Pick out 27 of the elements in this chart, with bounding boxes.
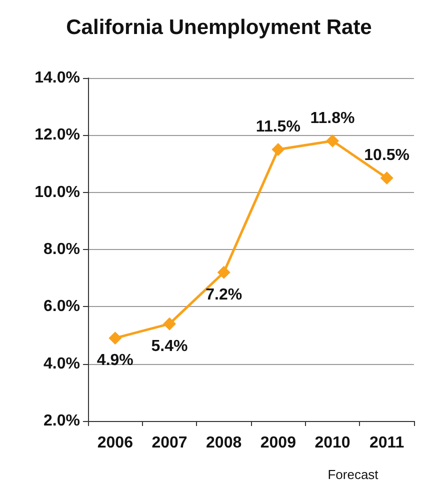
point <box>108 332 122 345</box>
y-tick-label: 2.0% <box>44 412 80 430</box>
data-label: 5.4% <box>151 338 188 355</box>
data-label: 10.5% <box>364 147 410 164</box>
x-tick-label: 2010 <box>314 434 350 452</box>
x-tick-label: 2006 <box>97 434 134 452</box>
data-label: 7.2% <box>206 286 242 304</box>
x-tick-label: 2007 <box>152 434 188 452</box>
y-tick-label: 4.0% <box>44 355 80 372</box>
point <box>380 172 394 185</box>
y-tick-label: 12.0% <box>34 126 80 144</box>
y-tick-label: 6.0% <box>44 298 80 316</box>
point <box>163 317 176 330</box>
x-tick-label: 2011 <box>369 434 404 452</box>
data-label: 4.9% <box>96 352 134 370</box>
text: Forecast <box>328 467 379 482</box>
point <box>217 266 230 279</box>
chart-title: California Unemployment Rate <box>66 16 372 39</box>
y-tick-label: 14.0% <box>34 70 80 86</box>
point <box>272 142 285 156</box>
x-tick-label: 2008 <box>206 434 242 452</box>
x-tick-label: 2009 <box>260 434 296 452</box>
data-label: 11.5% <box>256 118 300 136</box>
y-tick-label: 8.0% <box>44 241 80 258</box>
y-tick-label: 10.0% <box>34 184 80 201</box>
data-label: 11.8% <box>310 110 355 127</box>
point <box>326 134 339 148</box>
